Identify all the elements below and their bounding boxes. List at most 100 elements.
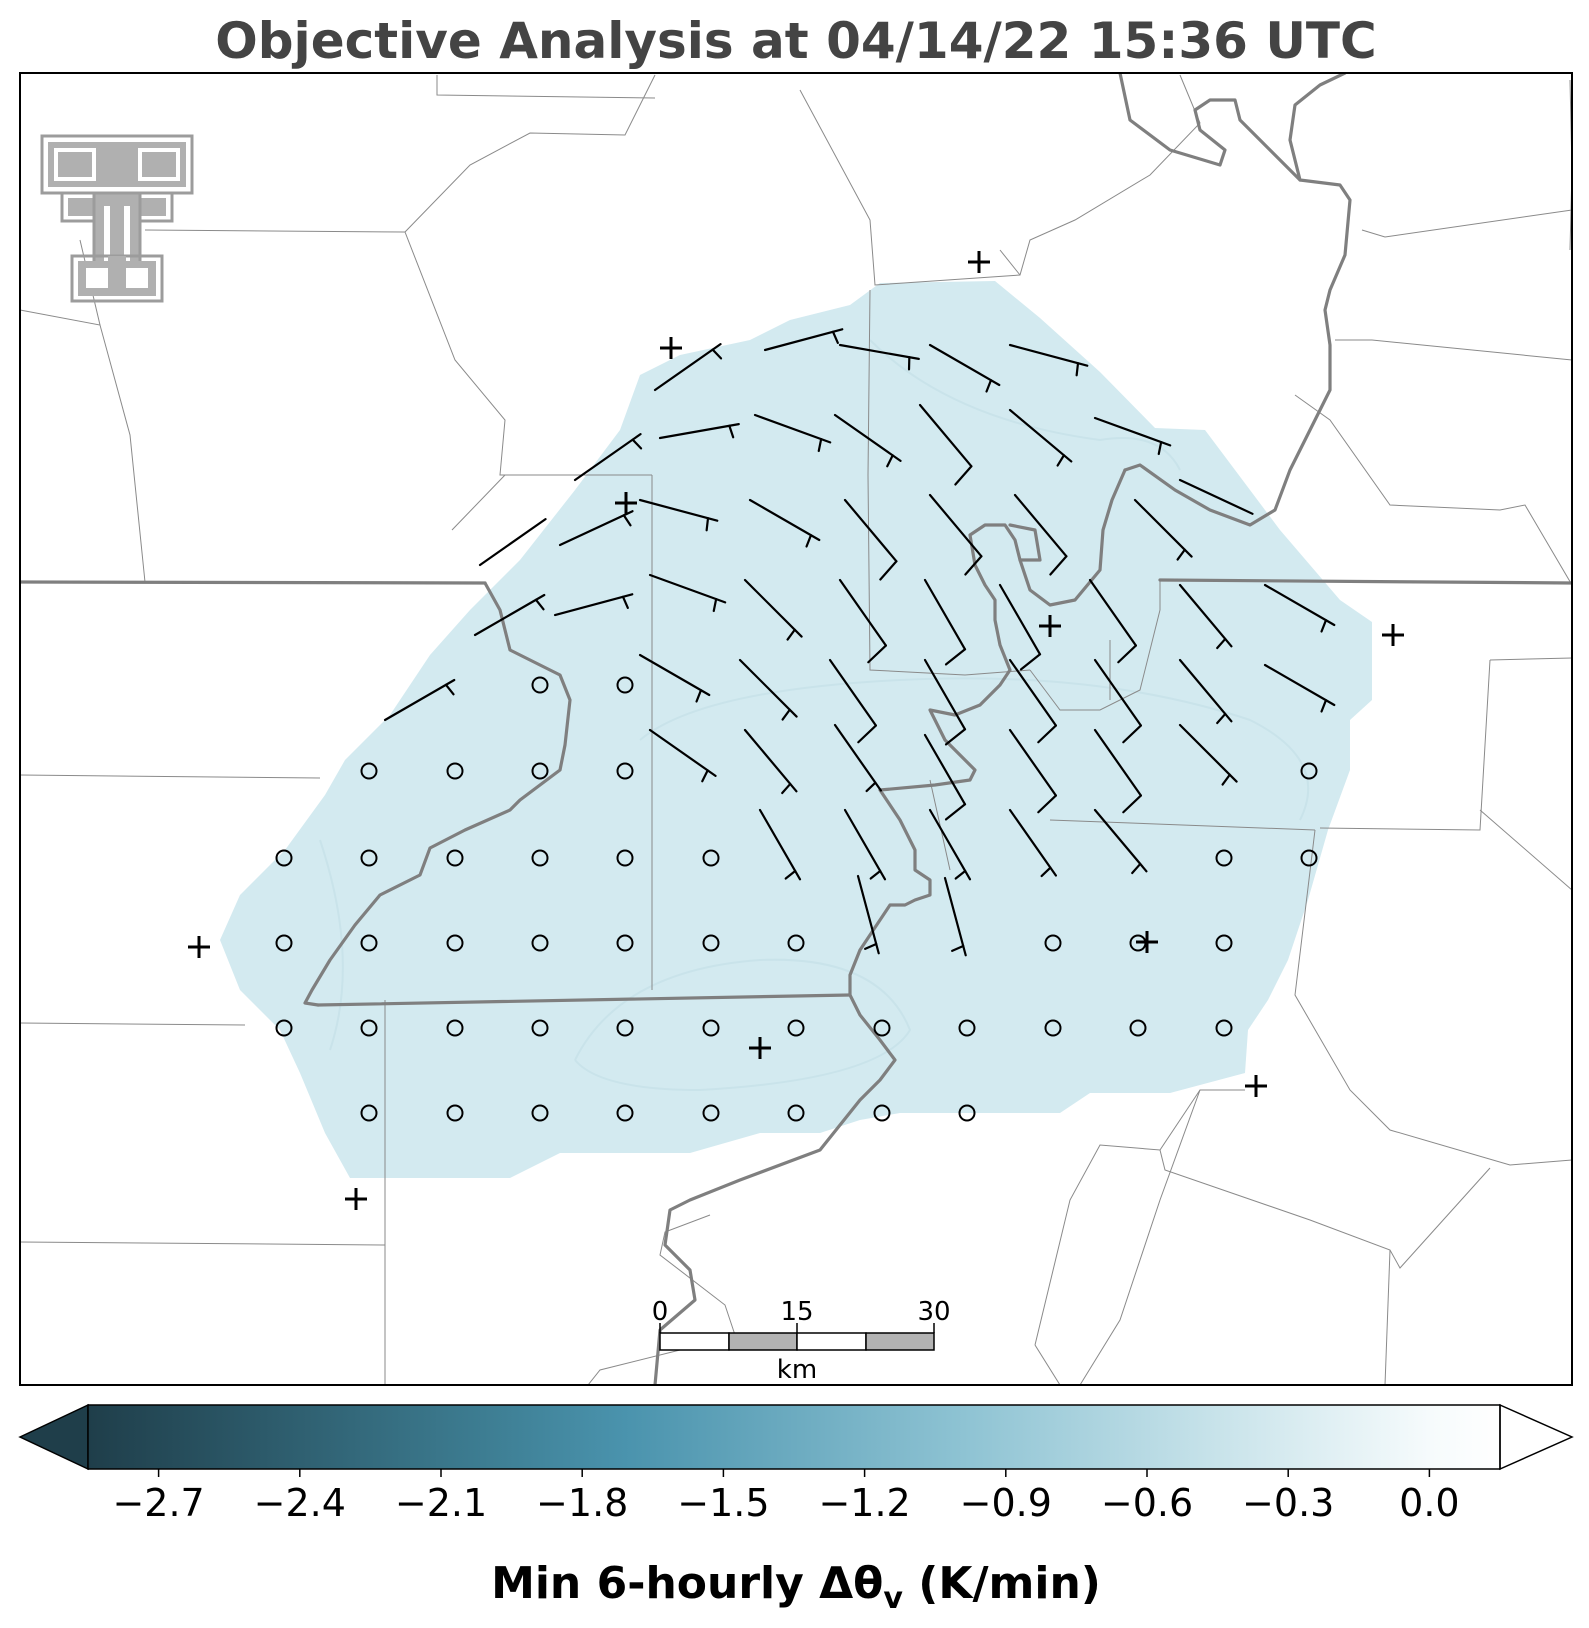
calm-wind-circle	[616, 1104, 634, 1122]
calm-wind-circle	[446, 849, 464, 867]
calm-wind-circle	[787, 1019, 805, 1037]
calm-wind-circle	[787, 934, 805, 952]
wind-barb	[838, 343, 920, 371]
wind-barb	[1093, 416, 1172, 456]
wind-barb	[1263, 663, 1336, 713]
calm-wind-circle	[360, 849, 378, 867]
wind-barb	[923, 658, 967, 746]
calm-wind-circle	[702, 934, 720, 952]
wind-barb	[1093, 658, 1142, 744]
state-boundary	[20, 580, 487, 585]
station-marker	[749, 1037, 771, 1059]
calm-wind-circle	[446, 762, 464, 780]
scale-unit: km	[777, 1355, 817, 1385]
calm-wind-circle	[616, 1019, 634, 1037]
wind-barb	[1178, 723, 1238, 786]
calm-wind-circle	[531, 1104, 549, 1122]
wind-barb	[648, 573, 727, 613]
colorbar-ticks: −2.7 −2.4 −2.1 −1.8 −1.5 −1.2 −0.9 −0.6 −0.3 0.0	[112, 1469, 1460, 1525]
calm-wind-circle	[1044, 1019, 1062, 1037]
wind-barb	[638, 653, 711, 703]
wind-barb	[638, 498, 719, 532]
calm-wind-circle	[1129, 1019, 1147, 1037]
wind-barb	[558, 510, 634, 547]
wind-barb	[1008, 658, 1057, 744]
calm-wind-circle	[958, 1104, 976, 1122]
wind-barb	[828, 658, 877, 744]
calm-wind-circle	[1044, 934, 1062, 952]
state-boundary	[316, 993, 852, 1007]
river-west	[303, 581, 572, 1007]
wind-barb	[998, 583, 1042, 671]
calm-wind-circle	[531, 849, 549, 867]
station-marker	[1382, 624, 1404, 646]
river-lake	[1008, 523, 1042, 562]
wind-barb	[856, 874, 880, 955]
colorbar-label-unit: (K/min)	[903, 1558, 1101, 1609]
wind-barb	[1008, 808, 1057, 878]
calm-wind-circle	[275, 849, 293, 867]
wind-barb	[1008, 408, 1073, 467]
colorbar-tick-label: 0.0	[1399, 1481, 1459, 1525]
wind-barb	[1178, 478, 1254, 515]
analysis-field	[220, 281, 1372, 1178]
wind-barb	[1178, 583, 1233, 650]
texas-tech-logo	[40, 134, 194, 303]
calm-wind-circle	[531, 1019, 549, 1037]
analysis-contour	[319, 839, 344, 1051]
wind-barb	[658, 423, 740, 440]
colorbar-tick-label: −2.4	[254, 1481, 346, 1525]
colorbar-body	[88, 1405, 1500, 1469]
colorbar-tick-label: −1.8	[536, 1481, 628, 1525]
scale-bar: 0 15 30 km	[652, 1297, 951, 1385]
calm-wind-circle	[616, 934, 634, 952]
wind-barb	[1093, 728, 1142, 814]
wind-barb	[748, 498, 821, 548]
wind-barb	[473, 593, 546, 637]
calm-wind-circle	[1215, 1019, 1233, 1037]
wind-barb	[1093, 808, 1148, 875]
calm-wind-circle	[275, 1019, 293, 1037]
station-marker	[1245, 1075, 1267, 1097]
wind-barb	[928, 808, 972, 881]
analysis-contour	[574, 958, 912, 1092]
colorbar-extend-low	[18, 1403, 89, 1471]
colorbar-label-main: Min 6-hourly Δθ	[491, 1558, 883, 1609]
wind-barb	[743, 728, 798, 795]
wind-barb	[758, 808, 802, 881]
colorbar-tick-label: −1.5	[677, 1481, 769, 1525]
wind-barb	[383, 678, 456, 722]
colorbar-tick-label: −2.1	[395, 1481, 487, 1525]
colorbar-label: Min 6-hourly Δθv (K/min)	[491, 1558, 1101, 1616]
wind-barb	[843, 808, 887, 881]
calm-wind-circle	[275, 934, 293, 952]
calm-wind-circle	[446, 1019, 464, 1037]
map-frame	[19, 72, 1573, 1386]
calm-wind-circle	[616, 676, 634, 694]
colorbar-tick-label: −2.7	[112, 1481, 204, 1525]
wind-barb	[843, 498, 898, 581]
colorbar-tick-label: −0.3	[1242, 1481, 1334, 1525]
scale-label-15: 15	[780, 1297, 813, 1327]
wind-barb	[743, 578, 803, 641]
map-title: Objective Analysis at 04/14/22 15:36 UTC	[215, 12, 1376, 70]
station-marker	[1136, 931, 1158, 953]
station-marker	[615, 492, 637, 514]
colorbar-label-sub: v	[883, 1581, 903, 1616]
calm-wind-circle	[1215, 934, 1233, 952]
calm-wind-circle	[360, 1104, 378, 1122]
colorbar-tick-label: −0.9	[960, 1481, 1052, 1525]
county-boundaries	[20, 74, 1572, 1385]
calm-wind-circle	[1300, 849, 1318, 867]
colorbar-tick-label: −0.6	[1101, 1481, 1193, 1525]
wind-barb	[553, 593, 634, 617]
wind-barb	[838, 578, 887, 664]
wind-barb	[573, 433, 643, 482]
colorbar-extend-high	[1499, 1403, 1574, 1471]
colorbar-tick-label: −1.2	[818, 1481, 910, 1525]
station-marker	[968, 251, 990, 273]
wind-barb	[833, 413, 902, 468]
calm-wind-circle	[873, 1104, 891, 1122]
station-marker	[188, 936, 210, 958]
wind-barb	[923, 578, 967, 666]
